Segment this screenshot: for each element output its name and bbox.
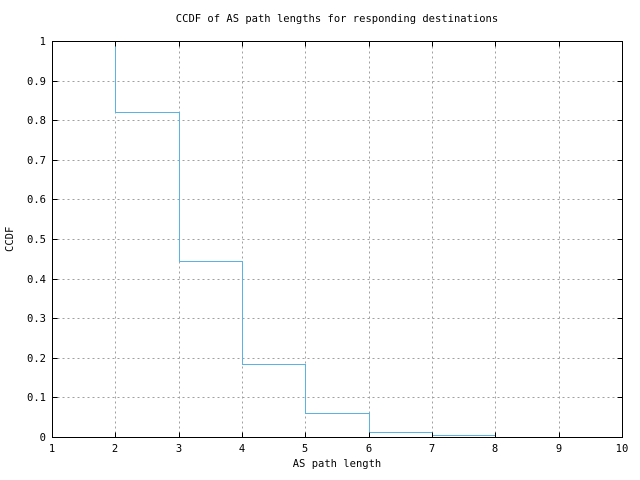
x-tick-label: 9 bbox=[556, 443, 562, 455]
y-tick-label: 0.4 bbox=[27, 274, 46, 286]
y-tick-label: 0.3 bbox=[27, 313, 46, 325]
x-tick-label: 3 bbox=[176, 443, 182, 455]
y-tick-label: 0.1 bbox=[27, 392, 46, 404]
x-tick-label: 8 bbox=[492, 443, 498, 455]
y-tick-label: 1 bbox=[40, 36, 46, 48]
y-tick-label: 0.5 bbox=[27, 234, 46, 246]
x-tick-label: 2 bbox=[112, 443, 118, 455]
x-tick-label: 1 bbox=[49, 443, 55, 455]
x-tick-label: 7 bbox=[429, 443, 435, 455]
y-axis-label: CCDF bbox=[4, 226, 16, 252]
x-tick-label: 10 bbox=[616, 443, 629, 455]
y-tick-label: 0 bbox=[40, 432, 46, 444]
x-axis-label: AS path length bbox=[292, 458, 382, 470]
y-tick-label: 0.2 bbox=[27, 353, 46, 365]
x-tick-label: 5 bbox=[302, 443, 308, 455]
y-tick-label: 0.6 bbox=[27, 194, 46, 206]
x-tick-label: 6 bbox=[366, 443, 372, 455]
y-tick-label: 0.9 bbox=[27, 76, 46, 88]
y-tick-label: 0.7 bbox=[27, 155, 46, 167]
y-tick-label: 0.8 bbox=[27, 115, 46, 127]
x-tick-label: 4 bbox=[239, 443, 245, 455]
chart-title: CCDF of AS path lengths for responding d… bbox=[175, 13, 499, 25]
